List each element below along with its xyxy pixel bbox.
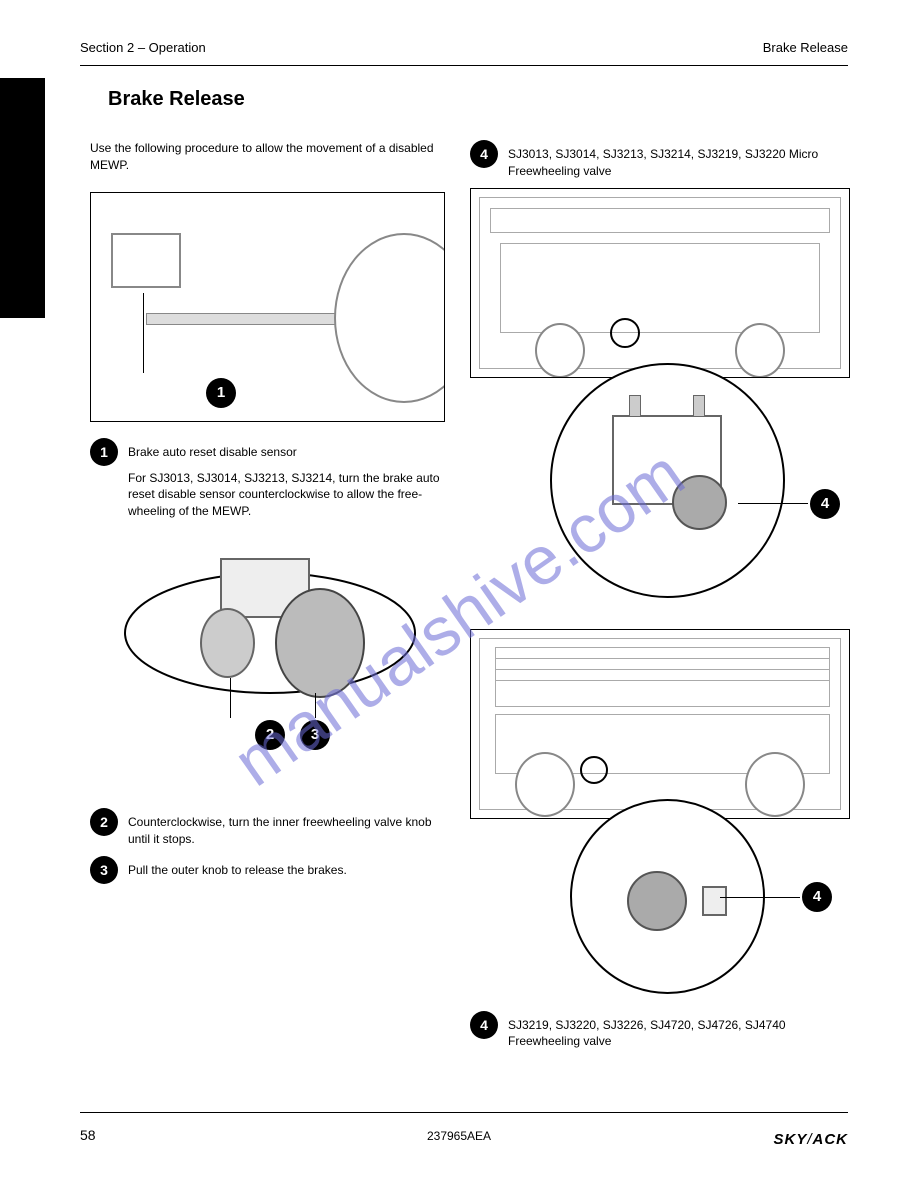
callout-line-icon — [720, 897, 800, 898]
label-4a: 4 — [810, 489, 840, 519]
bullet-1: 1 Brake auto reset disable sensor — [90, 438, 445, 466]
valve-knob-icon — [627, 871, 687, 931]
callout-line-icon — [143, 293, 144, 373]
scissor-lift-icon — [479, 197, 841, 369]
bullet-3: 3 Pull the outer knob to release the bra… — [90, 856, 445, 884]
figure-micro-valve-zoom: 4 — [550, 363, 850, 611]
header-left: Section 2 – Operation — [80, 40, 206, 55]
callout-circle-icon — [580, 756, 608, 784]
callout-circle-icon — [610, 318, 640, 348]
label-3: 3 — [300, 720, 330, 750]
inner-knob-icon — [200, 608, 255, 678]
scissor-lift-icon — [479, 638, 841, 810]
intro-text: Use the following procedure to allow the… — [90, 140, 445, 174]
callout-line-icon — [315, 693, 316, 718]
figure-std-valve-zoom: 4 — [570, 799, 840, 999]
callout-line-icon — [230, 678, 231, 718]
header-rule — [80, 65, 848, 66]
label-4b: 4 — [802, 882, 832, 912]
bullet-2: 2 Counterclockwise, turn the inner freew… — [90, 808, 445, 848]
bullet-4a: 4 SJ3013, SJ3014, SJ3213, SJ3214, SJ3219… — [470, 140, 850, 180]
bullet-4b-num: 4 — [470, 1011, 498, 1039]
label-2: 2 — [255, 720, 285, 750]
note-text: For SJ3013, SJ3014, SJ3213, SJ3214, turn… — [128, 470, 445, 520]
left-column: Use the following procedure to allow the… — [90, 140, 445, 892]
wheel-icon — [334, 233, 445, 403]
outer-knob-icon — [275, 588, 365, 698]
bullet-2-text: Counterclockwise, turn the inner freewhe… — [128, 808, 445, 848]
right-column: 4 SJ3013, SJ3014, SJ3213, SJ3214, SJ3219… — [470, 140, 850, 1058]
wheel-icon — [515, 752, 575, 817]
bullet-4a-text: SJ3013, SJ3014, SJ3213, SJ3214, SJ3219, … — [508, 140, 850, 180]
page-number: 58 — [80, 1127, 96, 1143]
zoom-circle-icon — [550, 363, 785, 598]
figure-knobs: 2 3 — [120, 538, 420, 758]
bullet-3-text: Pull the outer knob to release the brake… — [128, 856, 347, 879]
brand-logo: SKY/ACK — [773, 1131, 848, 1148]
section-number: 2.21 — [65, 85, 108, 111]
doc-id: 237965AEA — [427, 1129, 491, 1143]
bullet-1-text: Brake auto reset disable sensor — [128, 438, 297, 461]
bullet-1-num: 1 — [90, 438, 118, 466]
bullet-3-num: 3 — [90, 856, 118, 884]
bullet-2-num: 2 — [90, 808, 118, 836]
figure-micro-machine — [470, 188, 850, 378]
sensor-box-icon — [111, 233, 181, 288]
section-title: Brake Release — [108, 88, 245, 111]
brand-text: SKY/ACK — [773, 1131, 848, 1148]
label-1: 1 — [206, 378, 236, 408]
bullet-4a-num: 4 — [470, 140, 498, 168]
footer-rule — [80, 1112, 848, 1113]
bullet-4b-text: SJ3219, SJ3220, SJ3226, SJ4720, SJ4726, … — [508, 1011, 850, 1051]
bullet-4b: 4 SJ3219, SJ3220, SJ3226, SJ4720, SJ4726… — [470, 1011, 850, 1051]
bolt-icon — [702, 886, 727, 916]
valve-knob-icon — [672, 475, 727, 530]
callout-line-icon — [738, 503, 808, 504]
header-right: Brake Release — [763, 40, 848, 55]
axle-icon — [146, 313, 336, 325]
figure-sensor: 1 — [90, 192, 445, 422]
figure-std-machine — [470, 629, 850, 819]
side-tab — [0, 78, 45, 318]
